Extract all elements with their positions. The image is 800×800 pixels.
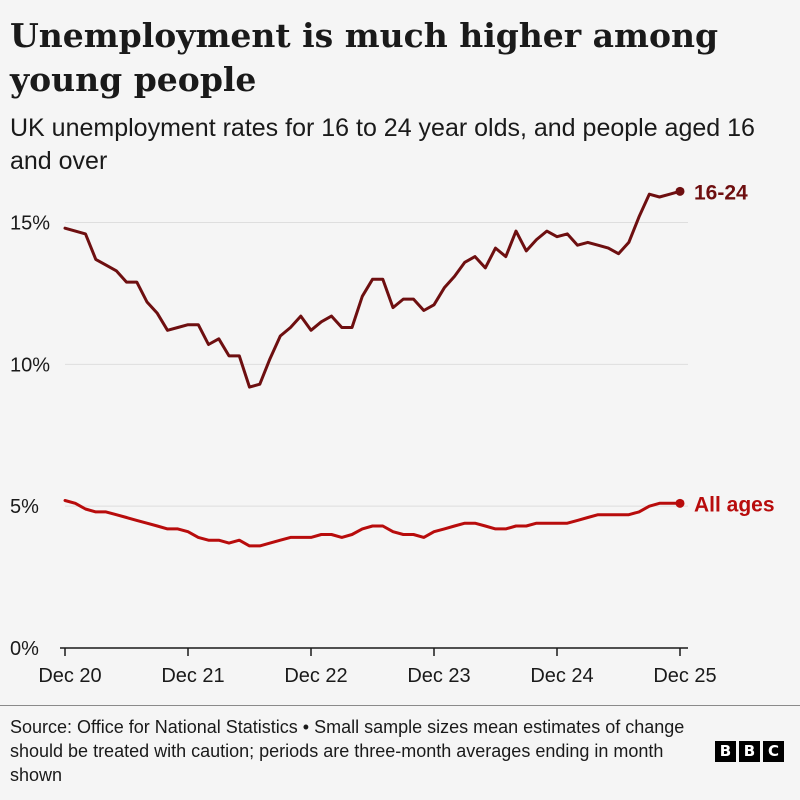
series-end-marker <box>675 498 685 508</box>
x-tick-label: Dec 25 <box>653 665 716 687</box>
y-tick-label: 10% <box>10 354 50 376</box>
x-tick-label: Dec 24 <box>530 665 593 687</box>
line-chart: 0% 5% 10% 15% Dec 20 Dec 21 Dec 22 Dec 23 Dec 24… <box>10 181 775 687</box>
series-label: All ages <box>694 493 775 516</box>
footer-divider <box>0 705 800 706</box>
chart-title: Unemployment is much higher among young … <box>10 16 719 99</box>
chart-subtitle: UK unemployment rates for 16 to 24 year … <box>10 114 755 175</box>
series-label: 16-24 <box>694 181 748 204</box>
x-tick-label: Dec 22 <box>284 665 347 687</box>
logo-letter: B <box>715 741 736 762</box>
series-line-16-24 <box>63 189 682 389</box>
y-tick-label: 15% <box>10 213 50 235</box>
source-note: Source: Office for National Statistics •… <box>10 717 685 785</box>
x-tick-label: Dec 23 <box>407 665 470 687</box>
bbc-logo: B B C <box>715 741 784 762</box>
x-tick-label: Dec 21 <box>161 665 224 687</box>
x-tick-label: Dec 20 <box>38 665 101 687</box>
y-tick-label: 0% <box>10 638 39 660</box>
logo-letter: B <box>739 741 760 762</box>
series-end-marker <box>675 186 685 196</box>
logo-letter: C <box>763 741 784 762</box>
series-line-all-ages <box>63 499 682 548</box>
y-tick-label: 5% <box>10 496 39 518</box>
